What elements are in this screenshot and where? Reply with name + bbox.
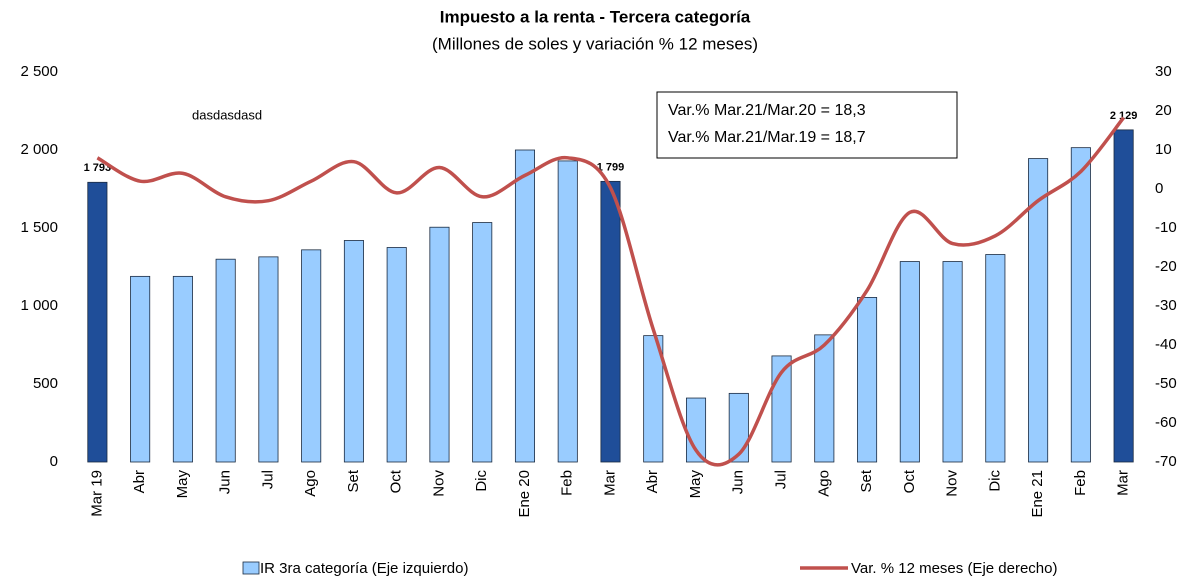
y-tick-label: 1 500 bbox=[20, 219, 58, 236]
annotation: dasdasdasd bbox=[192, 107, 262, 122]
legend-swatch bbox=[242, 561, 260, 575]
x-tick-label: Ene 21 bbox=[1029, 470, 1046, 518]
y-tick-label: 1 000 bbox=[20, 297, 58, 314]
y2-tick-label: -40 bbox=[1155, 336, 1177, 353]
x-tick-label: Feb bbox=[1072, 470, 1089, 496]
y2-tick-label: -10 bbox=[1155, 219, 1177, 236]
x-tick-label: Ago bbox=[302, 470, 319, 497]
x-tick-label: Abr bbox=[131, 470, 148, 493]
x-tick-label: Mar 19 bbox=[88, 470, 105, 517]
y2-tick-label: 10 bbox=[1155, 141, 1172, 158]
y2-tick-label: -50 bbox=[1155, 375, 1177, 392]
x-tick-label: May bbox=[174, 470, 191, 499]
bar bbox=[429, 226, 450, 463]
data-label: 2 129 bbox=[1110, 110, 1138, 122]
legend-label: Var. % 12 meses (Eje derecho) bbox=[851, 560, 1057, 577]
y2-tick-label: -70 bbox=[1155, 453, 1177, 470]
annotation: Var.% Mar.21/Mar.19 = 18,7 bbox=[668, 129, 866, 146]
x-tick-label: Set bbox=[345, 469, 362, 492]
bar bbox=[600, 180, 621, 463]
y2-tick-label: -20 bbox=[1155, 258, 1177, 275]
bar bbox=[814, 334, 835, 463]
y2-tick-label: 0 bbox=[1155, 180, 1163, 197]
bar bbox=[215, 258, 236, 463]
x-tick-label: Mar bbox=[1115, 470, 1132, 496]
bar bbox=[130, 275, 151, 463]
bar bbox=[514, 149, 536, 463]
annotation-box bbox=[656, 91, 958, 159]
y2-tick-label: 20 bbox=[1155, 102, 1172, 119]
line bbox=[96, 116, 1125, 467]
x-tick-label: Mar bbox=[601, 470, 618, 496]
legend-label: IR 3ra categoría (Eje izquierdo) bbox=[260, 560, 468, 577]
x-tick-label: Abr bbox=[644, 470, 661, 493]
bar bbox=[857, 297, 878, 463]
x-tick-label: Jul bbox=[259, 470, 276, 489]
bar bbox=[899, 261, 920, 463]
x-tick-label: May bbox=[687, 470, 704, 499]
bar bbox=[643, 335, 664, 463]
x-tick-label: Nov bbox=[944, 470, 961, 497]
x-tick-label: Dic bbox=[473, 470, 490, 492]
x-tick-label: Nov bbox=[430, 470, 447, 497]
x-tick-label: Ene 20 bbox=[516, 470, 533, 518]
bar bbox=[1070, 147, 1091, 463]
bar bbox=[301, 249, 322, 463]
y-tick-label: 2 000 bbox=[20, 141, 58, 158]
y-tick-label: 0 bbox=[50, 453, 58, 470]
y2-tick-label: 30 bbox=[1155, 63, 1172, 80]
y-tick-label: 500 bbox=[33, 375, 58, 392]
y2-tick-label: -30 bbox=[1155, 297, 1177, 314]
bar bbox=[942, 261, 963, 463]
chart-title: Impuesto a la renta - Tercera categoría bbox=[440, 7, 751, 26]
x-tick-label: Dic bbox=[986, 470, 1003, 492]
x-tick-label: Set bbox=[858, 469, 875, 492]
data-label: 1 799 bbox=[597, 161, 625, 173]
x-tick-label: Jun bbox=[730, 470, 747, 494]
bar bbox=[1113, 129, 1134, 463]
bar bbox=[343, 240, 364, 463]
bar bbox=[258, 256, 279, 463]
bar bbox=[87, 181, 108, 463]
bar bbox=[472, 222, 493, 463]
annotation: Var.% Mar.21/Mar.20 = 18,3 bbox=[668, 102, 866, 119]
bar bbox=[557, 160, 578, 463]
y2-tick-label: -60 bbox=[1155, 414, 1177, 431]
chart-subtitle: (Millones de soles y variación % 12 mese… bbox=[432, 34, 758, 53]
x-tick-label: Feb bbox=[559, 470, 576, 496]
x-tick-label: Ago bbox=[815, 470, 832, 497]
bar bbox=[386, 247, 407, 463]
x-tick-label: Jun bbox=[217, 470, 234, 494]
y-tick-label: 2 500 bbox=[20, 63, 58, 80]
data-label: 1 793 bbox=[84, 162, 112, 174]
bar bbox=[1028, 158, 1049, 463]
bar bbox=[728, 392, 749, 463]
bar bbox=[172, 275, 193, 463]
x-tick-label: Oct bbox=[388, 469, 405, 493]
x-tick-label: Oct bbox=[901, 469, 918, 493]
bar bbox=[985, 254, 1006, 463]
x-tick-label: Jul bbox=[773, 470, 790, 489]
